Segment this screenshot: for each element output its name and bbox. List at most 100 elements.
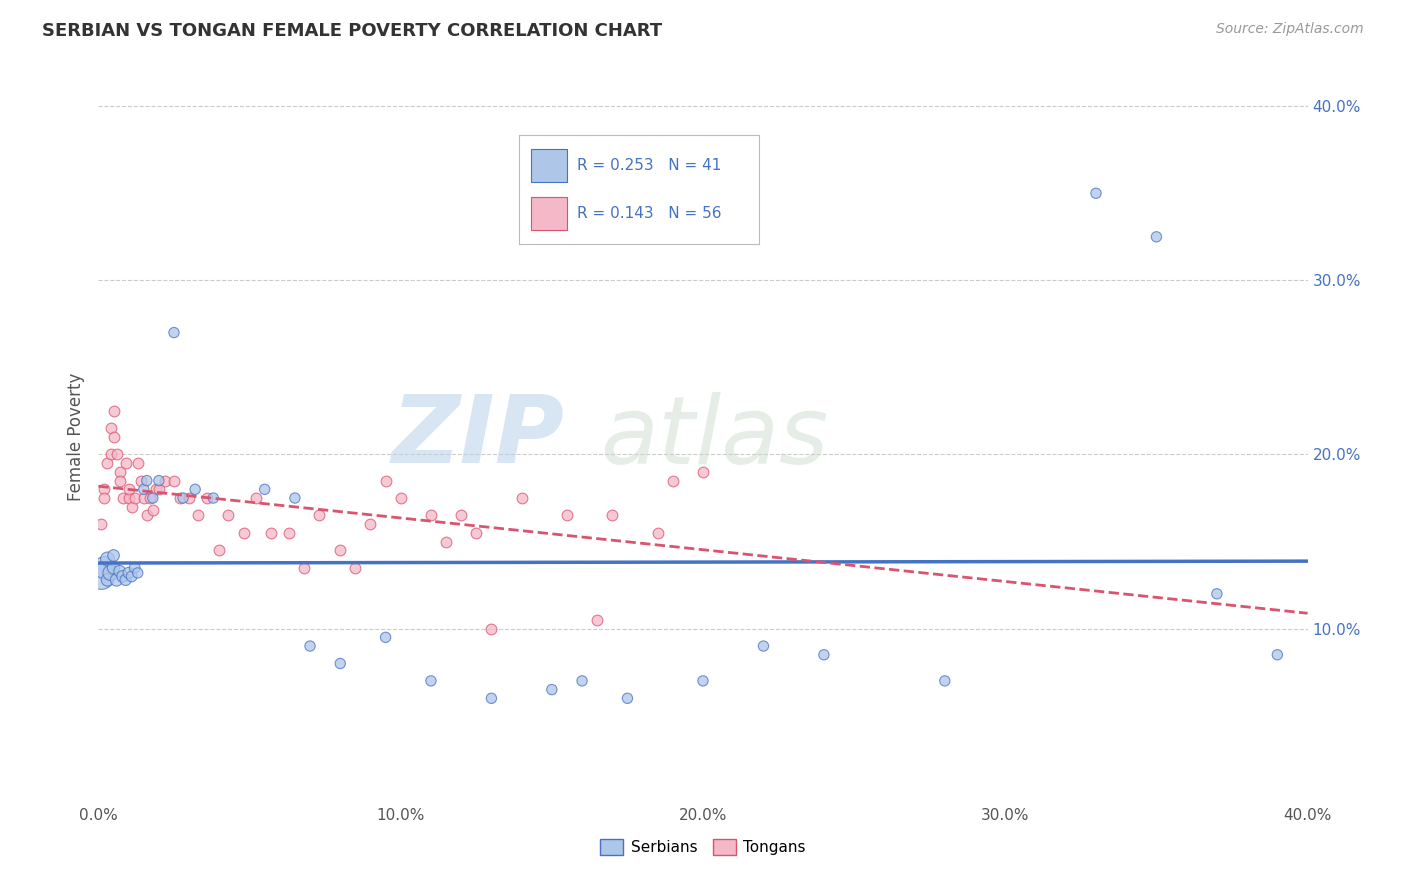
- Point: [103, 430, 125, 444]
- Point: [93, 491, 115, 505]
- Y-axis label: Female Poverty: Female Poverty: [66, 373, 84, 501]
- Point: [169, 491, 191, 505]
- Point: [260, 525, 283, 540]
- Point: [1267, 648, 1289, 662]
- Point: [616, 691, 638, 706]
- Point: [232, 525, 254, 540]
- Point: [420, 508, 443, 523]
- Text: SERBIAN VS TONGAN FEMALE POVERTY CORRELATION CHART: SERBIAN VS TONGAN FEMALE POVERTY CORRELA…: [42, 22, 662, 40]
- Point: [374, 474, 396, 488]
- Point: [139, 491, 162, 505]
- Point: [450, 508, 472, 523]
- Point: [586, 613, 609, 627]
- Point: [93, 483, 115, 497]
- Point: [105, 448, 128, 462]
- Text: Source: ZipAtlas.com: Source: ZipAtlas.com: [1216, 22, 1364, 37]
- Point: [571, 673, 593, 688]
- Point: [163, 326, 186, 340]
- Point: [124, 491, 146, 505]
- Point: [1206, 587, 1229, 601]
- Point: [813, 648, 835, 662]
- Point: [284, 491, 307, 505]
- Point: [434, 534, 457, 549]
- Point: [692, 673, 714, 688]
- Point: [163, 474, 186, 488]
- Point: [253, 483, 276, 497]
- Point: [103, 404, 125, 418]
- Point: [132, 483, 155, 497]
- Point: [142, 503, 165, 517]
- Point: [129, 474, 152, 488]
- Point: [108, 564, 131, 578]
- Point: [90, 517, 112, 532]
- Point: [96, 552, 118, 566]
- Point: [111, 569, 134, 583]
- Bar: [531, 197, 567, 230]
- Point: [245, 491, 267, 505]
- Point: [202, 491, 225, 505]
- Point: [93, 560, 115, 574]
- Point: [360, 517, 382, 532]
- Point: [108, 474, 131, 488]
- Point: [90, 569, 112, 583]
- Point: [118, 483, 141, 497]
- Point: [292, 560, 315, 574]
- Point: [277, 525, 299, 540]
- Point: [127, 566, 149, 580]
- Point: [692, 465, 714, 479]
- Point: [124, 560, 146, 574]
- Point: [179, 491, 201, 505]
- Bar: [531, 149, 567, 182]
- Point: [389, 491, 412, 505]
- Point: [510, 491, 533, 505]
- Point: [96, 573, 118, 587]
- Text: R = 0.253   N = 41: R = 0.253 N = 41: [576, 158, 721, 173]
- Text: atlas: atlas: [600, 392, 828, 483]
- Point: [135, 474, 157, 488]
- Point: [208, 543, 231, 558]
- Point: [100, 566, 122, 580]
- Point: [329, 543, 352, 558]
- Point: [114, 456, 136, 470]
- Point: [647, 525, 669, 540]
- Point: [148, 483, 170, 497]
- Point: [1144, 229, 1167, 244]
- Point: [344, 560, 367, 574]
- Point: [148, 474, 170, 488]
- Point: [481, 691, 503, 706]
- Point: [217, 508, 239, 523]
- Point: [184, 483, 207, 497]
- Point: [145, 483, 167, 497]
- Point: [111, 491, 134, 505]
- Point: [374, 631, 396, 645]
- Point: [127, 456, 149, 470]
- Point: [118, 491, 141, 505]
- Text: R = 0.143   N = 56: R = 0.143 N = 56: [576, 206, 721, 221]
- Point: [132, 491, 155, 505]
- Point: [96, 456, 118, 470]
- Text: ZIP: ZIP: [391, 391, 564, 483]
- Point: [121, 569, 143, 583]
- Point: [308, 508, 330, 523]
- Point: [481, 622, 503, 636]
- Legend: Serbians, Tongans: Serbians, Tongans: [595, 833, 811, 861]
- Point: [187, 508, 209, 523]
- Point: [103, 560, 125, 574]
- Point: [135, 508, 157, 523]
- Point: [108, 465, 131, 479]
- Point: [153, 474, 176, 488]
- Point: [661, 474, 683, 488]
- Point: [420, 673, 443, 688]
- Point: [329, 657, 352, 671]
- Point: [142, 491, 165, 505]
- Point: [465, 525, 488, 540]
- Point: [555, 508, 578, 523]
- Point: [299, 639, 322, 653]
- Point: [934, 673, 956, 688]
- Point: [172, 491, 194, 505]
- Point: [752, 639, 775, 653]
- Point: [114, 573, 136, 587]
- Point: [1085, 186, 1108, 201]
- Point: [118, 566, 141, 580]
- Point: [195, 491, 218, 505]
